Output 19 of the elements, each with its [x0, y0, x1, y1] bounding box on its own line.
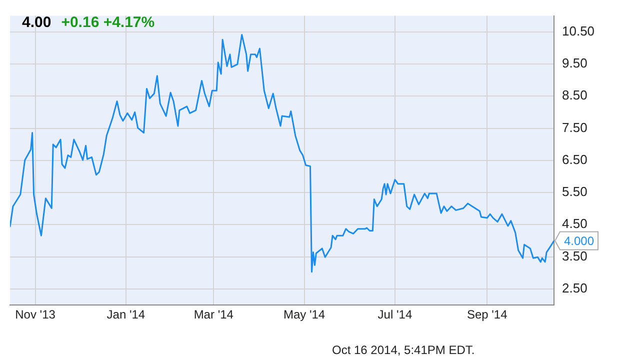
text: Oct 16 2014, 5:41PM EDT. [332, 343, 475, 357]
x-tick-label: Nov '13 [15, 308, 56, 322]
y-tick-label: 4.50 [562, 216, 588, 232]
y-tick-label: 2.50 [562, 280, 588, 296]
annotation: 4.000 [564, 234, 594, 248]
y-tick-label: 6.50 [562, 152, 588, 167]
chart-title: 4.00 [22, 14, 52, 31]
x-tick-label: May '14 [283, 308, 326, 322]
y-tick-label: 10.50 [562, 23, 595, 38]
y-tick-label: 7.50 [562, 120, 588, 135]
y-tick-label: 8.50 [562, 88, 588, 103]
y-tick-label: 5.50 [562, 184, 588, 200]
y-tick-label: 3.50 [562, 248, 588, 264]
chart-subtitle: +0.16 +4.17% [61, 14, 155, 31]
x-tick-label: Jan '14 [106, 308, 146, 322]
y-tick-label: 9.50 [562, 56, 588, 71]
x-tick-label: Mar '14 [194, 308, 234, 322]
x-tick-label: Sep '14 [466, 308, 508, 322]
x-tick-label: Jul '14 [378, 308, 412, 322]
